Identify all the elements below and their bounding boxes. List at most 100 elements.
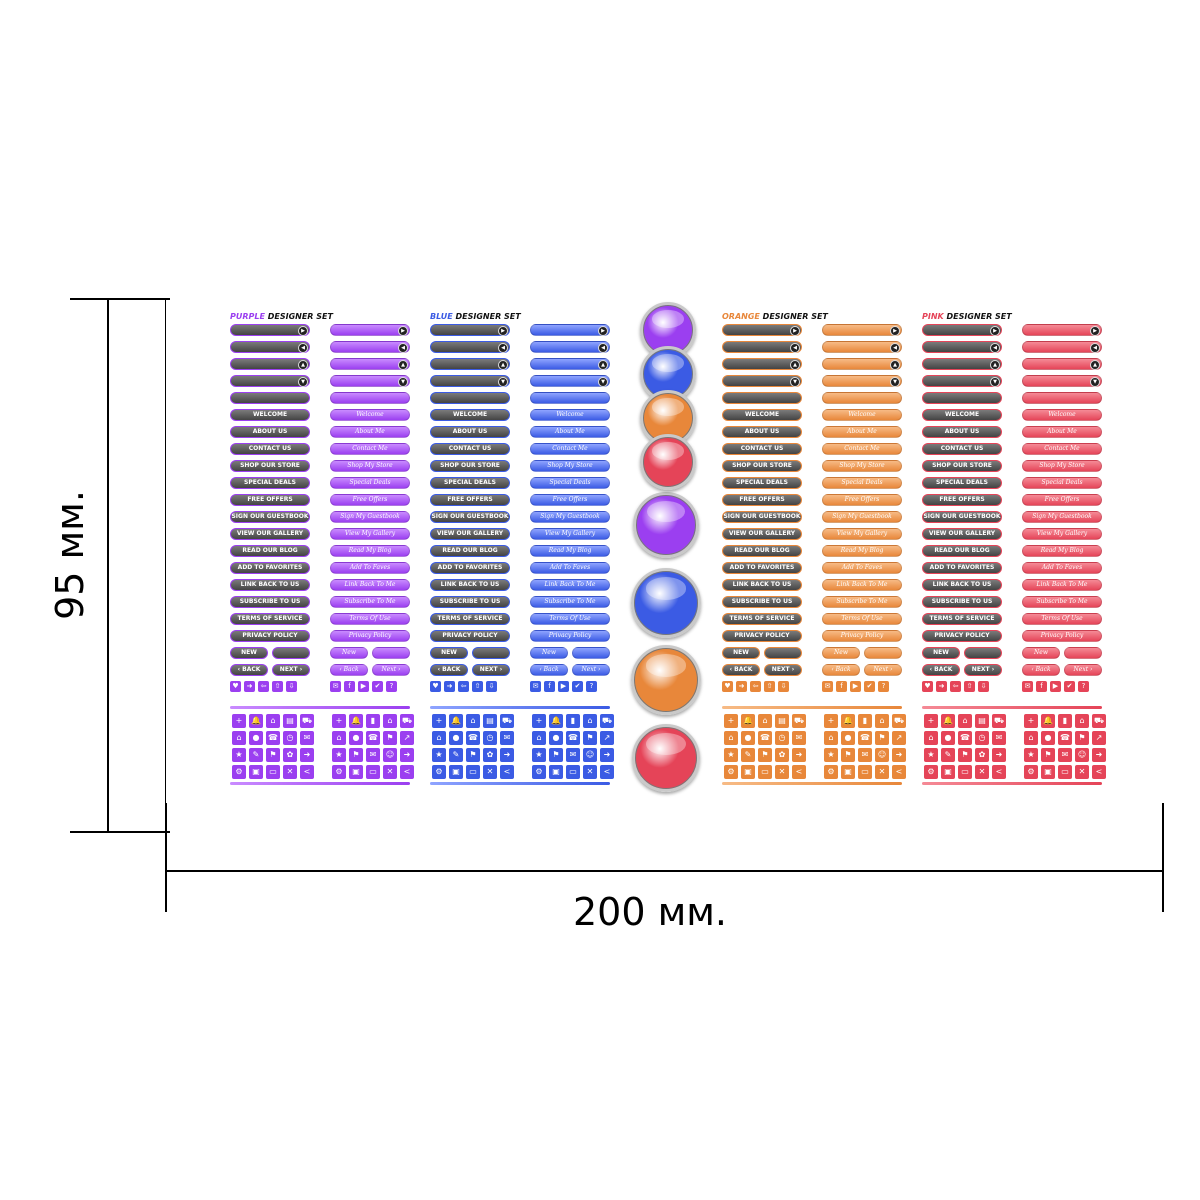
- back-button[interactable]: ‹ Back: [822, 664, 860, 676]
- app-icon[interactable]: ✉: [1058, 748, 1072, 762]
- menu-button-welcome[interactable]: Welcome: [330, 409, 410, 421]
- menu-button-privacy-policy[interactable]: PRIVACY POLICY: [430, 630, 510, 642]
- app-icon[interactable]: ▤: [483, 714, 497, 728]
- menu-button-subscribe-to-us[interactable]: SUBSCRIBE TO US: [722, 596, 802, 608]
- navigation-bar[interactable]: ▼: [822, 375, 902, 387]
- app-icon[interactable]: ⛟: [500, 714, 514, 728]
- app-icon[interactable]: ⌂: [532, 731, 546, 745]
- social-icon[interactable]: ♥: [722, 681, 733, 692]
- menu-button-subscribe-to-us[interactable]: SUBSCRIBE TO US: [922, 596, 1002, 608]
- social-icon[interactable]: f: [1036, 681, 1047, 692]
- back-button[interactable]: ‹ Back: [1022, 664, 1060, 676]
- navigation-bar[interactable]: ▲: [330, 358, 410, 370]
- app-icon[interactable]: ⚑: [758, 748, 772, 762]
- menu-button-sign-my-guestbook[interactable]: Sign My Guestbook: [822, 511, 902, 523]
- navigation-bar[interactable]: ▶: [922, 324, 1002, 336]
- app-icon[interactable]: ▭: [1058, 765, 1072, 779]
- menu-button-about-us[interactable]: ABOUT US: [230, 426, 310, 438]
- app-icon[interactable]: ➜: [400, 748, 414, 762]
- navigation-bar[interactable]: ◀: [330, 341, 410, 353]
- app-icon[interactable]: ✉: [366, 748, 380, 762]
- app-icon[interactable]: ⌂: [232, 731, 246, 745]
- menu-button-terms-of-service[interactable]: TERMS OF SERVICE: [722, 613, 802, 625]
- menu-button-about-me[interactable]: About Me: [822, 426, 902, 438]
- social-icon[interactable]: ⇦: [258, 681, 269, 692]
- navigation-bar[interactable]: [722, 392, 802, 404]
- app-icon[interactable]: ✕: [775, 765, 789, 779]
- app-icon[interactable]: ✕: [975, 765, 989, 779]
- navigation-bar[interactable]: ◀: [530, 341, 610, 353]
- menu-button-read-our-blog[interactable]: READ OUR BLOG: [722, 545, 802, 557]
- app-icon[interactable]: ▣: [841, 765, 855, 779]
- menu-button-subscribe-to-us[interactable]: SUBSCRIBE TO US: [430, 596, 510, 608]
- navigation-bar[interactable]: [530, 392, 610, 404]
- menu-button-subscribe-to-me[interactable]: Subscribe To Me: [530, 596, 610, 608]
- app-icon[interactable]: ●: [349, 731, 363, 745]
- app-icon[interactable]: +: [332, 714, 346, 728]
- back-button[interactable]: ‹ Back: [530, 664, 568, 676]
- menu-button-about-us[interactable]: ABOUT US: [922, 426, 1002, 438]
- menu-button-special-deals[interactable]: SPECIAL DEALS: [230, 477, 310, 489]
- app-icon[interactable]: ↗: [600, 731, 614, 745]
- social-icon[interactable]: ⇦: [458, 681, 469, 692]
- menu-button-terms-of-service[interactable]: TERMS OF SERVICE: [230, 613, 310, 625]
- social-icon[interactable]: ♥: [430, 681, 441, 692]
- menu-button-privacy-policy[interactable]: Privacy Policy: [530, 630, 610, 642]
- app-icon[interactable]: ⌂: [824, 731, 838, 745]
- app-icon[interactable]: +: [924, 714, 938, 728]
- app-icon[interactable]: ⌂: [432, 731, 446, 745]
- menu-button-privacy-policy[interactable]: Privacy Policy: [330, 630, 410, 642]
- menu-button-welcome[interactable]: Welcome: [822, 409, 902, 421]
- menu-button-privacy-policy[interactable]: Privacy Policy: [822, 630, 902, 642]
- app-icon[interactable]: 🔔: [741, 714, 755, 728]
- app-icon[interactable]: 🔔: [549, 714, 563, 728]
- social-icon[interactable]: f: [836, 681, 847, 692]
- app-icon[interactable]: ▮: [858, 714, 872, 728]
- app-icon[interactable]: ✉: [992, 731, 1006, 745]
- app-icon[interactable]: ▮: [566, 714, 580, 728]
- menu-button-add-to-favorites[interactable]: ADD TO FAVORITES: [722, 562, 802, 574]
- menu-button-read-my-blog[interactable]: Read My Blog: [330, 545, 410, 557]
- menu-button-contact-us[interactable]: CONTACT US: [922, 443, 1002, 455]
- app-icon[interactable]: ★: [724, 748, 738, 762]
- menu-button-subscribe-to-me[interactable]: Subscribe To Me: [330, 596, 410, 608]
- app-icon[interactable]: ⛟: [792, 714, 806, 728]
- app-icon[interactable]: ⌂: [924, 731, 938, 745]
- menu-button-view-my-gallery[interactable]: View My Gallery: [530, 528, 610, 540]
- app-icon[interactable]: ➜: [600, 748, 614, 762]
- menu-button-welcome[interactable]: Welcome: [530, 409, 610, 421]
- menu-button-about-me[interactable]: About Me: [330, 426, 410, 438]
- large-round-button[interactable]: [632, 724, 700, 792]
- app-icon[interactable]: ⚙: [432, 765, 446, 779]
- menu-button-subscribe-to-me[interactable]: Subscribe To Me: [1022, 596, 1102, 608]
- app-icon[interactable]: ⚙: [824, 765, 838, 779]
- menu-button-view-my-gallery[interactable]: View My Gallery: [822, 528, 902, 540]
- app-icon[interactable]: ⌂: [583, 714, 597, 728]
- social-icon[interactable]: ✉: [1022, 681, 1033, 692]
- app-icon[interactable]: ⚑: [266, 748, 280, 762]
- app-icon[interactable]: ●: [941, 731, 955, 745]
- menu-button-add-to-favorites[interactable]: ADD TO FAVORITES: [922, 562, 1002, 574]
- menu-button-link-back-to-me[interactable]: Link Back To Me: [530, 579, 610, 591]
- blank-button[interactable]: [272, 647, 310, 659]
- app-icon[interactable]: ☺: [875, 748, 889, 762]
- next-button[interactable]: Next ›: [572, 664, 610, 676]
- app-icon[interactable]: 🔔: [841, 714, 855, 728]
- navigation-bar[interactable]: ◀: [230, 341, 310, 353]
- app-icon[interactable]: <: [400, 765, 414, 779]
- menu-button-sign-our-guestbook[interactable]: SIGN OUR GUESTBOOK: [722, 511, 802, 523]
- app-icon[interactable]: 🔔: [249, 714, 263, 728]
- menu-button-welcome[interactable]: WELCOME: [722, 409, 802, 421]
- app-icon[interactable]: ⚑: [875, 731, 889, 745]
- app-icon[interactable]: ⌂: [266, 714, 280, 728]
- social-icon[interactable]: ?: [1078, 681, 1089, 692]
- blank-button[interactable]: [372, 647, 410, 659]
- menu-button-link-back-to-us[interactable]: LINK BACK TO US: [230, 579, 310, 591]
- menu-button-link-back-to-me[interactable]: Link Back To Me: [1022, 579, 1102, 591]
- menu-button-link-back-to-us[interactable]: LINK BACK TO US: [430, 579, 510, 591]
- menu-button-shop-my-store[interactable]: Shop My Store: [530, 460, 610, 472]
- app-icon[interactable]: ⌂: [958, 714, 972, 728]
- app-icon[interactable]: ✿: [283, 748, 297, 762]
- next-button[interactable]: Next ›: [372, 664, 410, 676]
- social-icon[interactable]: ♥: [922, 681, 933, 692]
